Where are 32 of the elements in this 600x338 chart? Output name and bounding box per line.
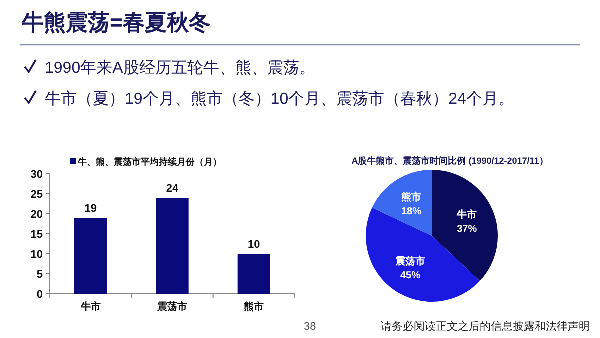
pie-slice <box>372 170 432 236</box>
text: 牛市（夏）19个月、熊市（冬）10个月、震荡市（春秋）24个月。 <box>45 90 514 108</box>
slice-label: 牛市 <box>456 208 478 221</box>
data-label: 37% <box>457 224 478 235</box>
y-tick-label: 5 <box>36 269 43 281</box>
legend-label: 牛、熊、震荡市平均持续月份（月） <box>77 157 222 167</box>
text: 1990年来A股经历五轮牛、熊、震荡。 <box>45 59 316 77</box>
text: 请务必阅读正文之后的信息披露和法律声明 <box>381 320 590 333</box>
y-tick-label: 25 <box>30 189 43 201</box>
data-label: 24 <box>166 183 180 195</box>
data-label: 10 <box>248 239 260 251</box>
y-tick-label: 10 <box>30 249 43 261</box>
data-label: 18% <box>401 206 422 218</box>
x-tick-label: 熊市 <box>244 301 264 313</box>
pie-slice <box>366 208 480 302</box>
y-tick-label: 15 <box>30 229 43 241</box>
y-tick-label: 0 <box>36 289 43 301</box>
slice-label: 震荡市 <box>394 256 426 268</box>
bar <box>238 254 270 294</box>
text: 38 <box>304 321 316 333</box>
y-tick-label: 20 <box>30 209 43 221</box>
data-label: 19 <box>84 203 97 215</box>
x-tick-label: 牛市 <box>80 301 101 313</box>
x-tick-label: 震荡市 <box>156 301 188 313</box>
slice-label: 熊市 <box>401 192 422 204</box>
text: 牛熊震荡=春夏秋冬 <box>21 10 211 35</box>
y-tick-label: 30 <box>30 169 43 181</box>
bar <box>74 218 108 294</box>
data-label: 45% <box>400 270 421 282</box>
bar <box>156 198 189 294</box>
pie-slice <box>432 170 498 282</box>
chart-title: A股牛熊市、震荡市时间比例 (1990/12-2017/11） <box>352 156 548 166</box>
